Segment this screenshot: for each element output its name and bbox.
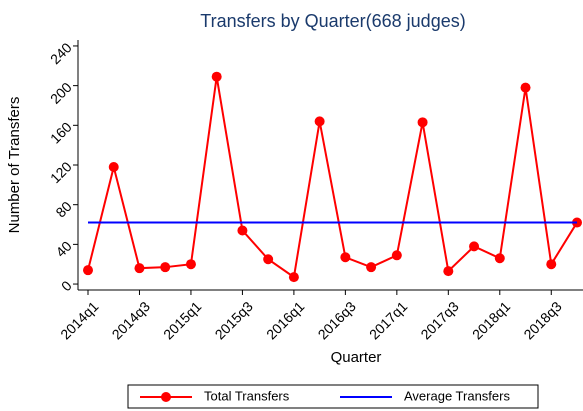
y-tick-label: 120 [47, 158, 75, 186]
x-tick-label: 2015q1 [160, 298, 204, 342]
point [494, 253, 505, 264]
y-tick-label: 200 [47, 79, 75, 107]
x-tick-label: 2014q3 [109, 298, 153, 342]
x-tick-label: 2018q3 [520, 298, 564, 342]
point [160, 262, 171, 273]
point [443, 266, 454, 277]
point [108, 161, 119, 172]
point [391, 250, 402, 261]
point [469, 241, 480, 252]
point [366, 262, 377, 273]
point [83, 265, 93, 276]
point [417, 117, 428, 128]
y-tick-label: 0 [58, 277, 75, 294]
x-tick-label: 2018q1 [469, 298, 513, 342]
point [134, 263, 145, 274]
y-tick-label: 240 [47, 39, 75, 67]
legend-label: Average Transfers [404, 388, 510, 403]
point [546, 259, 557, 270]
x-tick-label: 2014q1 [57, 298, 101, 342]
x-tick-label: 2017q3 [417, 298, 461, 342]
point [288, 272, 299, 283]
y-tick-label: 80 [52, 198, 74, 220]
point [237, 225, 248, 236]
x-tick-label: 2017q1 [366, 298, 410, 342]
legend-marker [161, 392, 171, 402]
legend-box [127, 384, 539, 409]
x-tick-label: 2016q3 [314, 298, 358, 342]
point [185, 259, 196, 270]
series-line [87, 76, 578, 279]
point [520, 82, 531, 93]
point [314, 116, 325, 127]
point [263, 254, 274, 265]
x-tick-label: 2015q3 [212, 298, 256, 342]
chart-title: Transfers by Quarter(668 judges) [200, 11, 465, 31]
y-tick-label: 160 [47, 119, 75, 147]
legend-label: Total Transfers [204, 388, 290, 403]
point [340, 252, 351, 263]
point [211, 71, 222, 82]
y-tick-label: 40 [52, 238, 74, 260]
y-axis-label: Number of Transfers [6, 97, 23, 234]
x-tick-label: 2016q1 [263, 298, 307, 342]
x-axis-label: Quarter [331, 349, 382, 366]
